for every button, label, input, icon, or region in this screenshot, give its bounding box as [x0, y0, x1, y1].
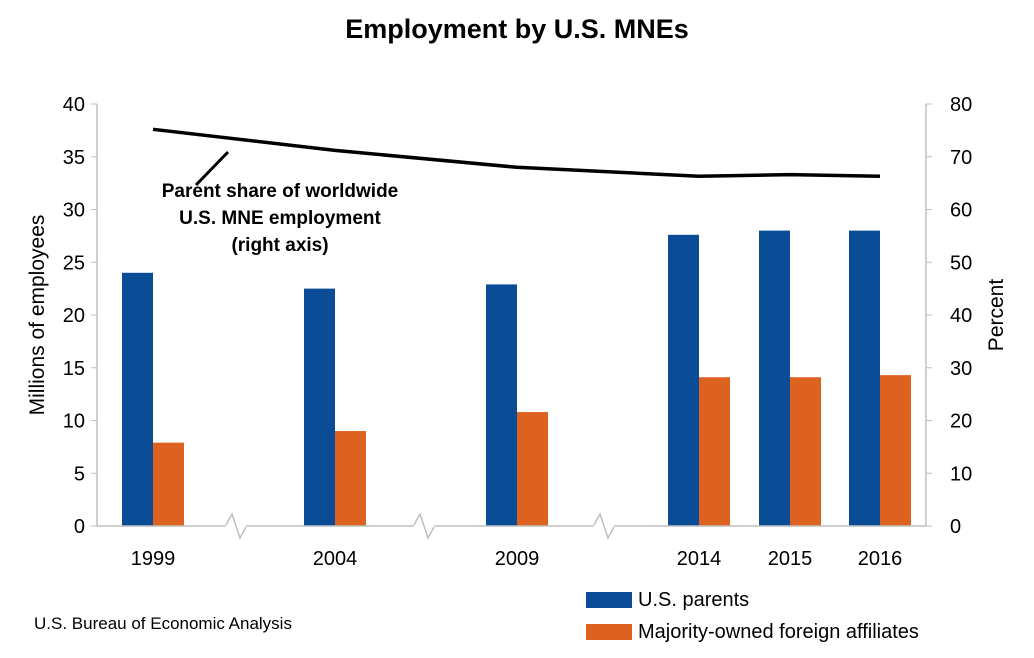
legend-label-us-parents: U.S. parents — [638, 588, 750, 611]
bar-us-parents — [849, 230, 880, 526]
source-note: U.S. Bureau of Economic Analysis — [34, 614, 292, 633]
y-tick-label: 15 — [63, 358, 85, 380]
y2-axis-title: Percent — [985, 279, 1008, 352]
y-tick-label: 40 — [63, 94, 85, 116]
bar-us-parents — [486, 284, 517, 526]
bar-foreign-affiliates — [699, 377, 730, 526]
x-tick-label: 2004 — [313, 548, 358, 570]
y2-tick-label: 10 — [950, 463, 972, 485]
x-tick-label: 2015 — [768, 548, 813, 570]
y2-tick-label: 70 — [950, 147, 972, 169]
bar-us-parents — [122, 272, 153, 526]
x-tick-label: 2016 — [858, 548, 903, 570]
y2-tick-label: 80 — [950, 94, 972, 116]
axis-break-mark — [593, 512, 615, 540]
y2-tick-label: 20 — [950, 411, 972, 433]
x-tick-label: 1999 — [131, 548, 176, 570]
legend: U.S. parents Majority-owned foreign affi… — [586, 584, 919, 648]
y-tick-label: 10 — [63, 411, 85, 433]
y-axis-title: Millions of employees — [26, 215, 49, 416]
line-parent-share — [152, 127, 881, 179]
y2-tick-label: 50 — [950, 252, 972, 274]
x-tick-label: 2009 — [495, 548, 540, 570]
legend-item-us-parents: U.S. parents — [586, 584, 919, 616]
chart-title: Employment by U.S. MNEs — [345, 14, 689, 44]
y-tick-label: 25 — [63, 252, 85, 274]
y-tick-label: 35 — [63, 147, 85, 169]
y2-tick-label: 30 — [950, 358, 972, 380]
legend-item-foreign-affiliates: Majority-owned foreign affiliates — [586, 616, 919, 648]
bar-us-parents — [759, 230, 790, 526]
x-tick-label: 2014 — [677, 548, 722, 570]
y-tick-label: 5 — [74, 463, 85, 485]
bar-foreign-affiliates — [517, 412, 548, 526]
annotation-text: Parent share of worldwide — [162, 181, 399, 202]
y-tick-label: 30 — [63, 200, 85, 222]
annotation-leader-line — [194, 150, 230, 187]
y-tick-label: 20 — [63, 305, 85, 327]
bar-us-parents — [304, 288, 335, 526]
bar-foreign-affiliates — [153, 442, 184, 526]
legend-swatch-foreign-affiliates — [586, 624, 632, 640]
bar-foreign-affiliates — [335, 431, 366, 526]
bar-us-parents — [668, 234, 699, 526]
bar-foreign-affiliates — [790, 377, 821, 526]
y2-tick-label: 0 — [950, 516, 961, 538]
annotation-text: (right axis) — [231, 235, 328, 256]
y2-tick-label: 40 — [950, 305, 972, 327]
legend-swatch-us-parents — [586, 592, 632, 608]
bar-foreign-affiliates — [880, 375, 911, 526]
annotation-text: U.S. MNE employment — [179, 208, 381, 229]
y-tick-label: 0 — [74, 516, 85, 538]
axis-break-mark — [413, 512, 435, 540]
axis-break-mark — [225, 512, 247, 540]
legend-label-foreign-affiliates: Majority-owned foreign affiliates — [638, 620, 919, 643]
y2-tick-label: 60 — [950, 200, 972, 222]
